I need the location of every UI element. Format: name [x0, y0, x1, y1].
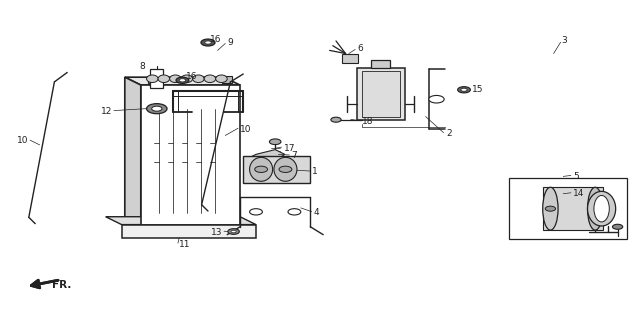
Bar	[141, 85, 240, 225]
Ellipse shape	[147, 75, 158, 83]
Circle shape	[201, 39, 215, 46]
Text: 2: 2	[446, 129, 452, 138]
Circle shape	[152, 106, 162, 111]
Circle shape	[288, 209, 301, 215]
Circle shape	[250, 209, 262, 215]
Ellipse shape	[204, 75, 216, 83]
Circle shape	[255, 166, 268, 173]
Text: 11: 11	[179, 240, 191, 249]
Ellipse shape	[594, 195, 609, 222]
Bar	[509, 178, 627, 239]
Text: 15: 15	[472, 85, 484, 94]
Polygon shape	[250, 150, 285, 162]
Ellipse shape	[588, 191, 616, 226]
Ellipse shape	[193, 75, 204, 83]
Ellipse shape	[250, 158, 273, 181]
Text: 13: 13	[211, 228, 223, 237]
Ellipse shape	[216, 75, 227, 83]
Circle shape	[205, 41, 211, 44]
Text: FR.: FR.	[52, 280, 72, 290]
Circle shape	[279, 166, 292, 173]
Circle shape	[461, 88, 467, 91]
Text: 17: 17	[284, 144, 295, 152]
Circle shape	[228, 229, 239, 234]
Text: 5: 5	[573, 172, 579, 181]
Text: 1: 1	[312, 167, 317, 176]
Text: 8: 8	[140, 62, 145, 71]
Circle shape	[179, 79, 186, 82]
Circle shape	[231, 230, 236, 233]
Bar	[357, 68, 404, 120]
Bar	[122, 225, 256, 238]
Ellipse shape	[170, 75, 181, 83]
Text: 10: 10	[17, 136, 29, 145]
Circle shape	[429, 95, 444, 103]
Bar	[342, 54, 358, 63]
Ellipse shape	[588, 187, 603, 230]
Text: 10: 10	[240, 125, 252, 134]
Bar	[148, 76, 159, 83]
Circle shape	[331, 117, 341, 122]
Bar	[362, 71, 400, 117]
Ellipse shape	[158, 75, 170, 83]
Text: 18: 18	[362, 117, 373, 126]
Text: 12: 12	[100, 107, 112, 116]
Text: 14: 14	[573, 189, 584, 198]
Text: 7: 7	[291, 152, 297, 160]
Circle shape	[269, 139, 281, 145]
Circle shape	[612, 224, 623, 229]
Text: 3: 3	[561, 37, 567, 45]
Text: 16: 16	[186, 72, 197, 81]
Bar	[243, 156, 310, 183]
Ellipse shape	[543, 187, 558, 230]
Circle shape	[176, 77, 189, 83]
Text: 6: 6	[357, 44, 363, 53]
Polygon shape	[125, 77, 141, 225]
Ellipse shape	[274, 158, 297, 181]
Circle shape	[545, 206, 556, 211]
Circle shape	[458, 87, 470, 93]
Circle shape	[147, 104, 167, 114]
Text: 4: 4	[314, 208, 319, 217]
Polygon shape	[106, 217, 256, 225]
Polygon shape	[125, 77, 240, 85]
Text: 9: 9	[227, 38, 233, 47]
Ellipse shape	[181, 75, 193, 83]
Bar	[371, 60, 390, 68]
Text: 16: 16	[210, 35, 221, 44]
Bar	[222, 76, 232, 83]
Bar	[543, 187, 603, 230]
Bar	[150, 69, 163, 88]
